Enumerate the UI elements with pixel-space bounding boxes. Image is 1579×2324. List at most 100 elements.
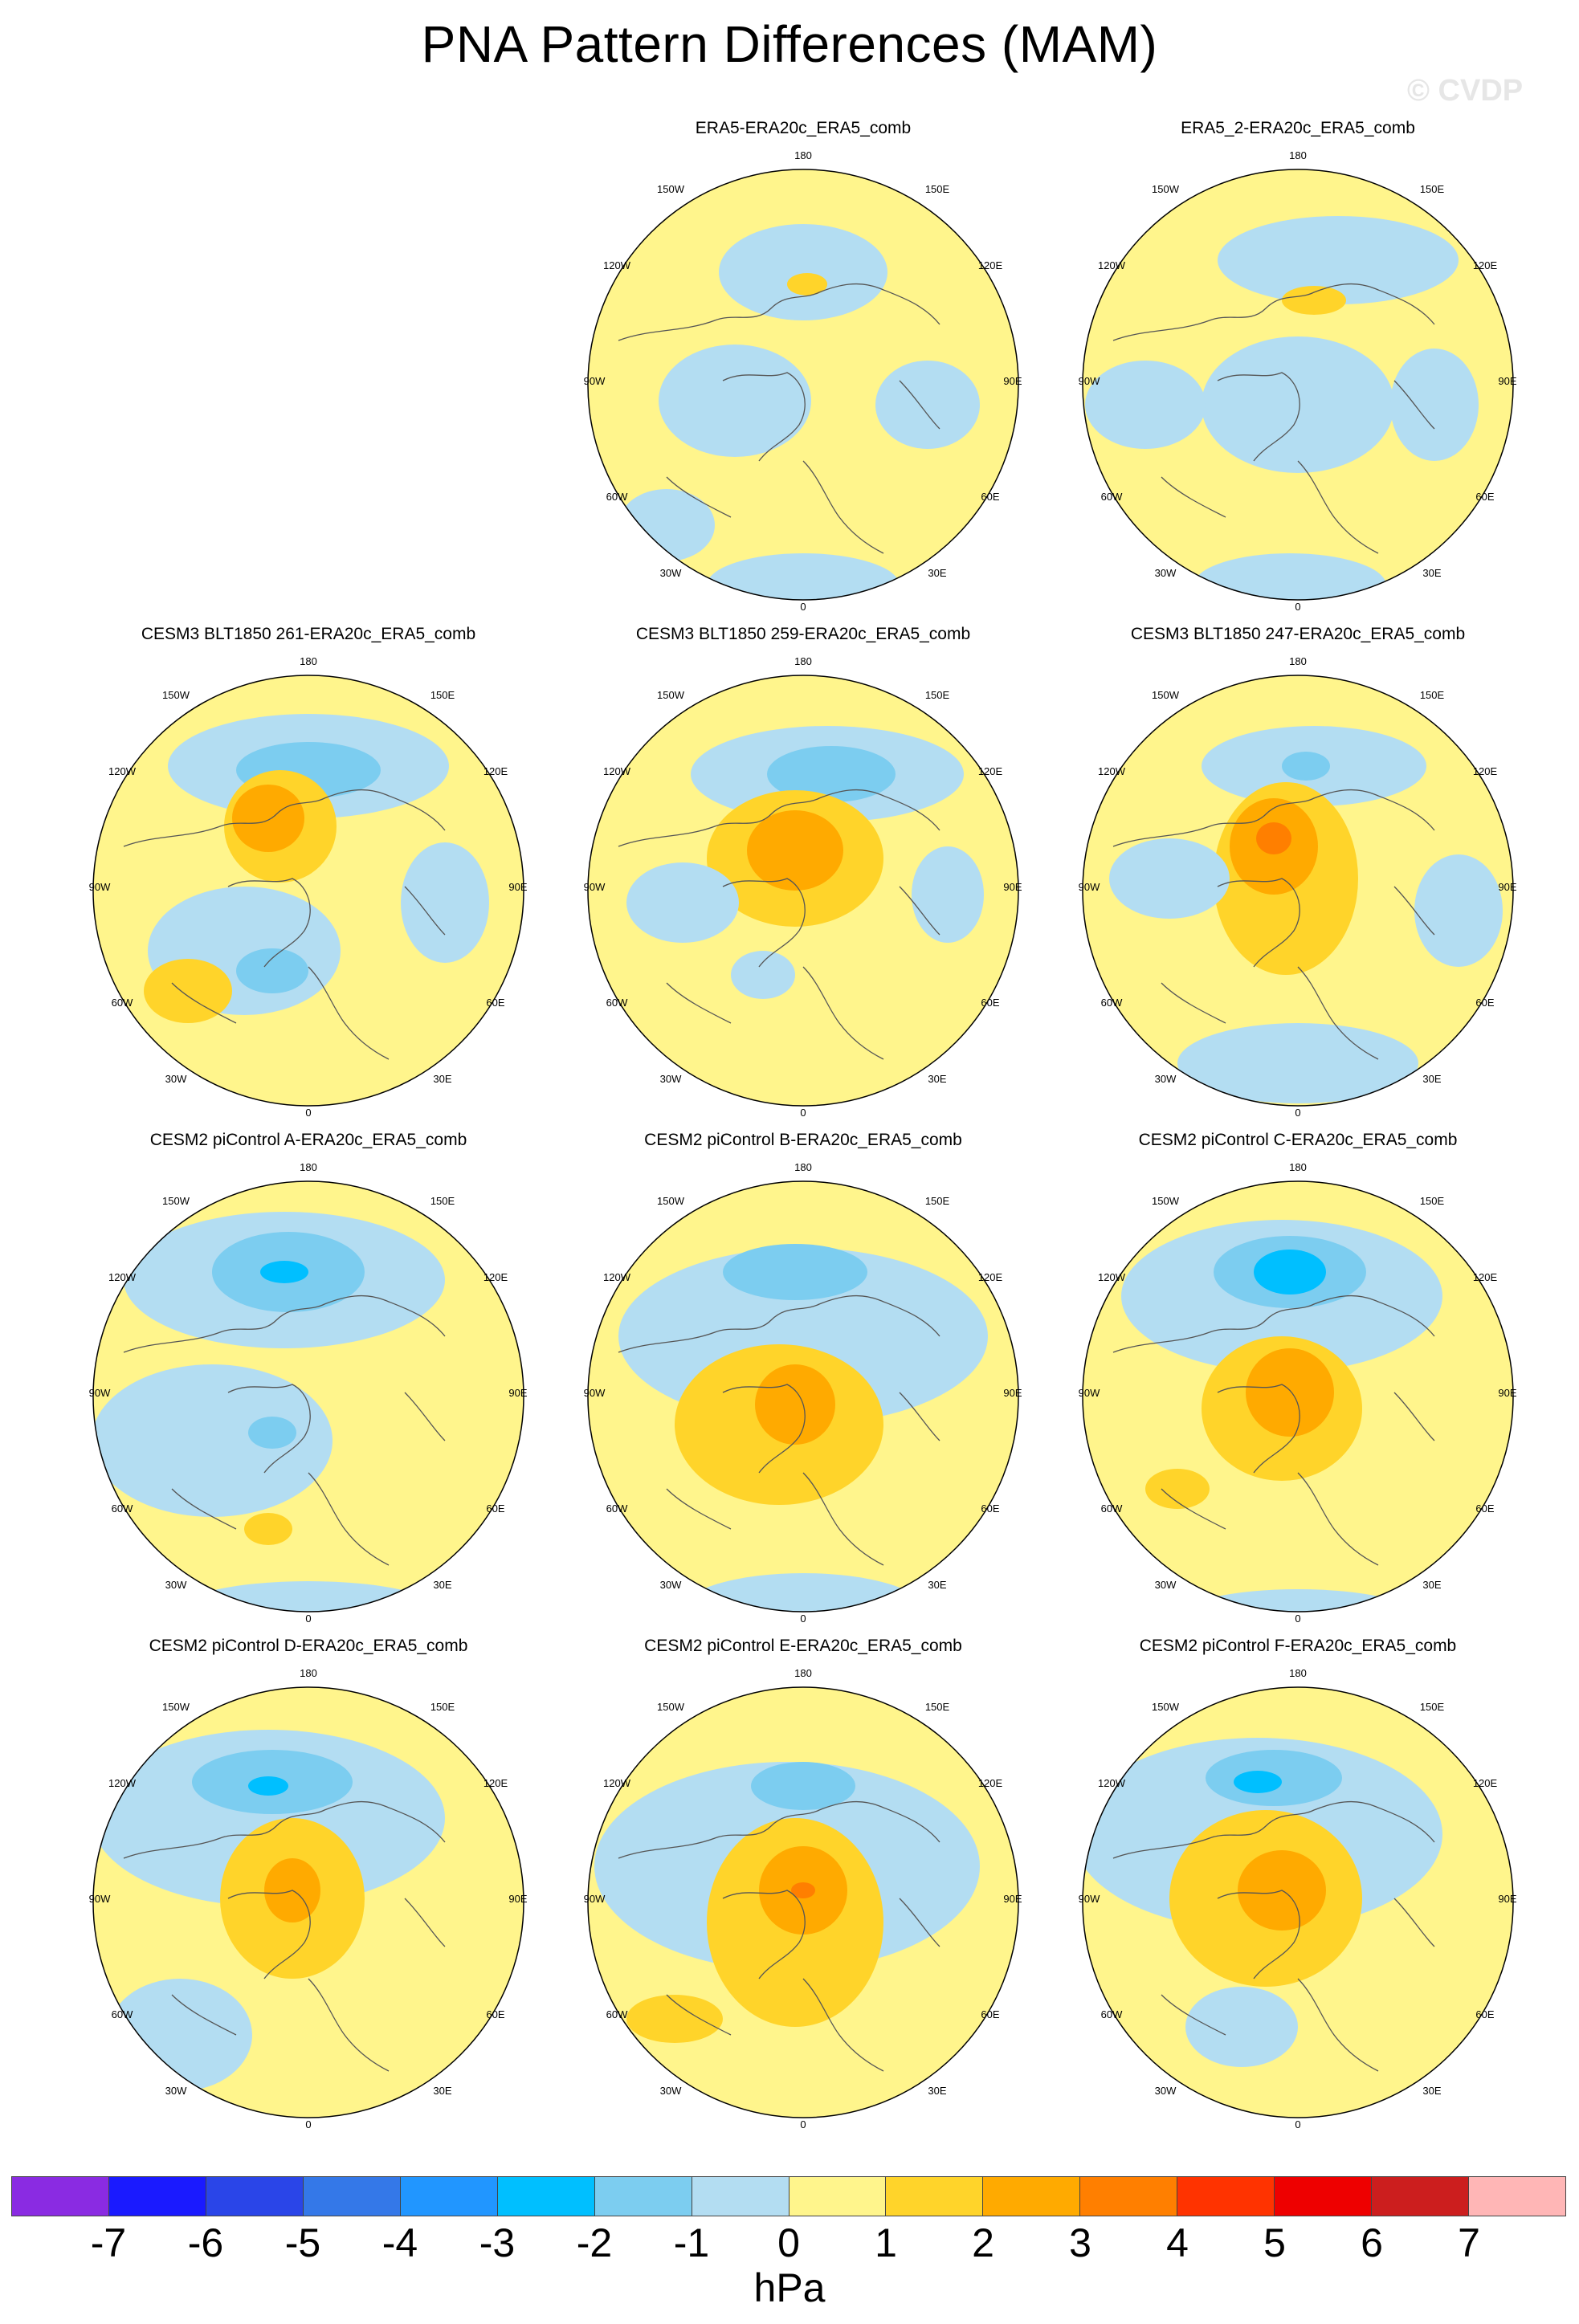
- colorbar-segment: [789, 2177, 887, 2216]
- colorbar: [11, 2176, 1566, 2216]
- longitude-label: 30E: [1422, 1073, 1441, 1085]
- longitude-label: 150W: [657, 1195, 685, 1207]
- anomaly-contour: [1185, 1987, 1298, 2067]
- longitude-label: 30W: [1155, 2085, 1177, 2097]
- longitude-label: 120E: [1473, 1777, 1498, 1789]
- longitude-label: 150W: [1152, 689, 1180, 701]
- map-border: [587, 169, 1019, 601]
- longitude-label: 180: [1289, 1667, 1307, 1679]
- longitude-label: 60E: [1475, 2008, 1494, 2020]
- longitude-label: 120E: [1473, 765, 1498, 777]
- colorbar-segment: [692, 2177, 790, 2216]
- colorbar-segment: [206, 2177, 304, 2216]
- longitude-label: 180: [300, 1667, 317, 1679]
- panel-title: CESM2 piControl F-ERA20c_ERA5_comb: [1139, 1637, 1457, 1655]
- longitude-label: 0: [800, 1107, 806, 1119]
- colorbar-tick-label: 4: [1166, 2220, 1189, 2265]
- anomaly-contour: [1085, 361, 1206, 449]
- longitude-label: 30E: [1422, 2085, 1441, 2097]
- longitude-label: 180: [300, 1161, 317, 1173]
- longitude-label: 0: [800, 1613, 806, 1625]
- map-border: [1082, 1180, 1514, 1613]
- longitude-label: 0: [305, 1107, 311, 1119]
- colorbar-tick-label: 1: [875, 2220, 897, 2265]
- longitude-label: 90W: [1079, 1893, 1100, 1905]
- longitude-label: 120W: [603, 1777, 631, 1789]
- longitude-label: 0: [305, 2118, 311, 2130]
- polar-map: 180 0 150W 150E 120W 120E 90W 90E 60W 60E 30W 30E: [89, 1667, 528, 2130]
- anomaly-contour: [93, 1364, 333, 1517]
- longitude-label: 30W: [660, 2085, 682, 2097]
- anomaly-contour: [626, 862, 739, 943]
- longitude-label: 90W: [584, 375, 606, 387]
- longitude-label: 180: [300, 655, 317, 667]
- longitude-label: 90W: [1079, 375, 1100, 387]
- map-border: [1082, 1686, 1514, 2118]
- longitude-label: 150W: [162, 1195, 190, 1207]
- panel-title: CESM2 piControl E-ERA20c_ERA5_comb: [644, 1637, 962, 1655]
- map-panel: CESM2 piControl C-ERA20c_ERA5_comb 180 0 15…: [1057, 1131, 1539, 1645]
- panel-title: CESM3 BLT1850 261-ERA20c_ERA5_comb: [141, 625, 476, 643]
- anomaly-contour: [401, 842, 489, 963]
- longitude-label: 90W: [584, 1387, 606, 1399]
- longitude-label: 0: [1295, 2118, 1300, 2130]
- anomaly-contour: [1246, 1348, 1334, 1437]
- longitude-label: 90E: [1003, 1893, 1022, 1905]
- longitude-label: 150E: [925, 183, 950, 195]
- longitude-label: 90E: [1003, 375, 1022, 387]
- longitude-label: 60W: [112, 997, 133, 1009]
- longitude-label: 30E: [928, 567, 946, 579]
- polar-map: 180 0 150W 150E 120W 120E 90W 90E 60W 60E 30W 30E: [584, 149, 1022, 613]
- polar-map: 180 0 150W 150E 120W 120E 90W 90E 60W 60E 30W 30E: [584, 1161, 1022, 1625]
- longitude-label: 90W: [1079, 1387, 1100, 1399]
- colorbar-tick-label: -2: [576, 2220, 613, 2265]
- anomaly-contour: [1234, 1771, 1282, 1793]
- longitude-label: 150E: [925, 1701, 950, 1713]
- coastline: [1112, 1295, 1435, 1566]
- map-border: [1082, 675, 1514, 1107]
- longitude-label: 30W: [165, 1579, 187, 1591]
- longitude-label: 60E: [1475, 491, 1494, 503]
- anomaly-contour: [875, 361, 980, 449]
- longitude-label: 60W: [112, 2008, 133, 2020]
- longitude-label: 60W: [1101, 491, 1123, 503]
- panel-title: ERA5-ERA20c_ERA5_comb: [695, 119, 912, 137]
- anomaly-contour: [751, 1762, 855, 1810]
- longitude-label: 90W: [89, 1387, 111, 1399]
- anomaly-contour: [172, 1581, 445, 1612]
- anomaly-contour: [626, 1995, 723, 2043]
- anomaly-contour: [248, 1776, 288, 1796]
- colorbar-tick-label: -3: [479, 2220, 516, 2265]
- longitude-label: 90W: [584, 1893, 606, 1905]
- anomaly-contour: [1282, 752, 1330, 781]
- colorbar-segment: [594, 2177, 692, 2216]
- map-border: [92, 1686, 524, 2118]
- longitude-label: 120W: [603, 765, 631, 777]
- longitude-label: 60E: [981, 1502, 999, 1515]
- longitude-label: 150E: [1420, 689, 1445, 701]
- longitude-label: 30W: [165, 1073, 187, 1085]
- longitude-label: 150W: [1152, 1195, 1180, 1207]
- map-border: [1082, 169, 1514, 601]
- coastline: [618, 1295, 940, 1566]
- anomaly-contour: [1218, 216, 1459, 304]
- colorbar-segment: [1080, 2177, 1178, 2216]
- anomaly-contour: [260, 1261, 308, 1283]
- longitude-label: 30E: [433, 1073, 451, 1085]
- longitude-label: 0: [1295, 1107, 1300, 1119]
- colorbar-tick-label: 2: [972, 2220, 994, 2265]
- map-panel: CESM3 BLT1850 247-ERA20c_ERA5_comb 180 0 15…: [1057, 625, 1539, 1139]
- longitude-label: 30W: [1155, 1073, 1177, 1085]
- page-title: PNA Pattern Differences (MAM): [421, 15, 1158, 73]
- map-panel: CESM3 BLT1850 261-ERA20c_ERA5_comb 180 0 15…: [67, 625, 549, 1139]
- coastline: [123, 789, 446, 1060]
- anomaly-contour: [787, 273, 827, 296]
- colorbar-segment: [1469, 2177, 1566, 2216]
- longitude-label: 60E: [486, 2008, 504, 2020]
- panel-title: ERA5_2-ERA20c_ERA5_comb: [1181, 119, 1415, 137]
- coastline: [1112, 789, 1435, 1060]
- panel-title: CESM2 piControl C-ERA20c_ERA5_comb: [1138, 1131, 1458, 1149]
- colorbar-tick-label: 3: [1069, 2220, 1091, 2265]
- map-panel: CESM2 piControl B-ERA20c_ERA5_comb 180 0 15…: [562, 1131, 1044, 1645]
- polar-map: 180 0 150W 150E 120W 120E 90W 90E 60W 60E 30W 30E: [89, 655, 528, 1119]
